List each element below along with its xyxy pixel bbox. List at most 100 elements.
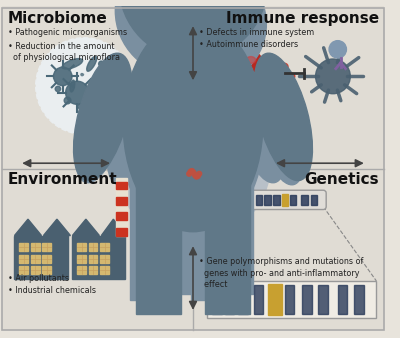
FancyBboxPatch shape [212, 285, 222, 314]
Ellipse shape [256, 80, 304, 185]
Circle shape [288, 73, 295, 80]
Circle shape [191, 170, 196, 175]
Text: • Industrial chemicals: • Industrial chemicals [8, 286, 96, 295]
Text: • Pathogenic microorganisms: • Pathogenic microorganisms [8, 28, 127, 37]
FancyBboxPatch shape [264, 195, 271, 205]
FancyBboxPatch shape [248, 190, 326, 210]
Ellipse shape [258, 70, 267, 77]
FancyBboxPatch shape [116, 178, 127, 236]
FancyBboxPatch shape [19, 266, 28, 274]
Circle shape [316, 59, 350, 94]
FancyBboxPatch shape [290, 195, 296, 205]
Ellipse shape [148, 51, 263, 227]
Polygon shape [72, 219, 99, 236]
Circle shape [272, 68, 278, 75]
Circle shape [116, 86, 270, 240]
FancyBboxPatch shape [318, 285, 328, 314]
FancyBboxPatch shape [136, 166, 181, 314]
FancyBboxPatch shape [273, 195, 280, 205]
Circle shape [187, 171, 192, 176]
Ellipse shape [240, 52, 262, 68]
Circle shape [54, 67, 72, 86]
Ellipse shape [252, 65, 273, 82]
Ellipse shape [74, 53, 132, 180]
FancyBboxPatch shape [14, 236, 68, 279]
FancyBboxPatch shape [354, 285, 364, 314]
Circle shape [115, 0, 246, 76]
Circle shape [96, 74, 106, 84]
FancyBboxPatch shape [116, 228, 127, 236]
Text: • Autoimmune disorders: • Autoimmune disorders [199, 40, 298, 49]
FancyBboxPatch shape [42, 243, 51, 251]
FancyBboxPatch shape [191, 170, 231, 300]
FancyBboxPatch shape [238, 285, 248, 314]
FancyBboxPatch shape [42, 255, 51, 263]
FancyBboxPatch shape [31, 255, 40, 263]
Circle shape [194, 174, 199, 179]
FancyBboxPatch shape [268, 284, 282, 315]
FancyBboxPatch shape [285, 285, 294, 314]
FancyBboxPatch shape [31, 266, 40, 274]
Ellipse shape [104, 69, 118, 78]
Circle shape [190, 169, 194, 173]
Ellipse shape [70, 80, 75, 92]
FancyBboxPatch shape [72, 236, 126, 279]
FancyBboxPatch shape [130, 170, 170, 300]
Circle shape [108, 148, 127, 167]
Ellipse shape [227, 66, 236, 73]
Ellipse shape [75, 70, 127, 183]
FancyBboxPatch shape [31, 243, 40, 251]
Text: • Air pollutants: • Air pollutants [8, 274, 69, 283]
Circle shape [101, 155, 117, 171]
Ellipse shape [119, 40, 242, 228]
Ellipse shape [77, 101, 96, 109]
FancyBboxPatch shape [77, 266, 86, 274]
FancyBboxPatch shape [158, 173, 196, 294]
Polygon shape [14, 219, 42, 236]
Circle shape [196, 174, 200, 178]
Ellipse shape [91, 86, 102, 96]
Ellipse shape [62, 58, 83, 69]
Circle shape [55, 86, 61, 92]
Circle shape [115, 159, 128, 171]
FancyBboxPatch shape [2, 169, 193, 330]
Circle shape [274, 58, 281, 65]
FancyBboxPatch shape [77, 255, 86, 263]
Text: Microbiome: Microbiome [8, 11, 108, 26]
Polygon shape [44, 219, 70, 236]
FancyBboxPatch shape [193, 6, 384, 169]
Circle shape [109, 166, 119, 176]
Text: • Gene polymorphisms and mutations of
  genes with pro- and anti-inflammatory
  : • Gene polymorphisms and mutations of ge… [199, 257, 363, 289]
Circle shape [265, 78, 272, 84]
Circle shape [262, 58, 269, 65]
Circle shape [119, 0, 267, 59]
Circle shape [329, 41, 346, 58]
Ellipse shape [123, 19, 263, 232]
FancyBboxPatch shape [256, 195, 262, 205]
Circle shape [99, 61, 104, 67]
Circle shape [145, 0, 266, 85]
FancyBboxPatch shape [193, 169, 384, 330]
Text: Genetics: Genetics [305, 172, 379, 187]
Ellipse shape [221, 62, 242, 78]
Ellipse shape [107, 80, 155, 185]
FancyBboxPatch shape [89, 243, 98, 251]
FancyBboxPatch shape [208, 281, 376, 318]
Ellipse shape [241, 82, 251, 89]
FancyBboxPatch shape [301, 195, 308, 205]
FancyBboxPatch shape [19, 243, 28, 251]
FancyBboxPatch shape [19, 255, 28, 263]
Ellipse shape [87, 56, 97, 71]
FancyBboxPatch shape [302, 285, 312, 314]
FancyBboxPatch shape [116, 182, 127, 189]
Circle shape [102, 95, 110, 103]
Ellipse shape [254, 53, 312, 180]
FancyBboxPatch shape [338, 285, 348, 314]
Text: Environment: Environment [8, 172, 117, 187]
Text: • Reduction in the amount
  of physiological microflora: • Reduction in the amount of physiologic… [8, 42, 120, 63]
Circle shape [197, 171, 202, 176]
FancyBboxPatch shape [225, 285, 234, 314]
Text: Immune response: Immune response [226, 11, 379, 26]
Circle shape [281, 63, 288, 70]
Circle shape [66, 81, 89, 104]
